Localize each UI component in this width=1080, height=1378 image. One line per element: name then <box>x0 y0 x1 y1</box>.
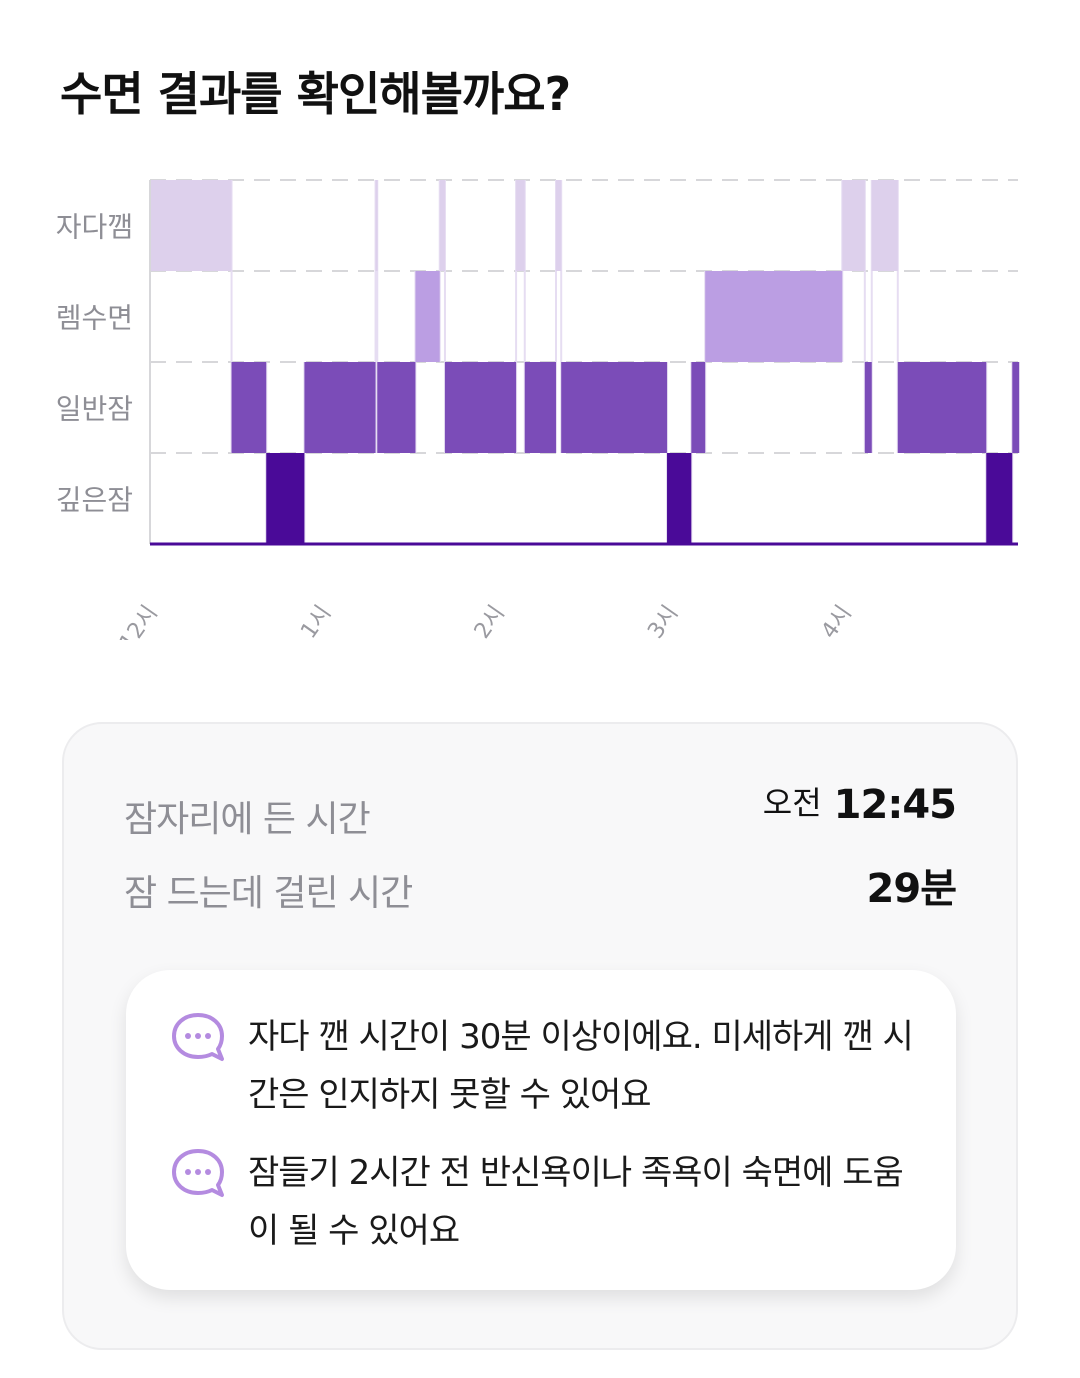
bedtime-value: 오전 12:45 <box>762 782 957 828</box>
stage-block <box>375 180 378 271</box>
tip-text: 잠들기 2시간 전 반신욕이나 족욕이 숙면에 도움이 될 수 있어요 <box>248 1153 904 1251</box>
stage-block <box>415 271 440 362</box>
bedtime-label: 잠자리에 든 시간 <box>124 799 371 840</box>
stage-block <box>897 362 987 453</box>
stage-block <box>439 180 445 271</box>
stage-block <box>561 362 668 453</box>
stage-block <box>266 453 305 544</box>
sleep-latency-value: 29분 <box>866 856 957 914</box>
x-tick-label: 3시 <box>643 601 683 640</box>
stage-block <box>871 180 898 271</box>
bedtime-prefix: 오전 <box>762 784 822 822</box>
stage-label: 렘수면 <box>56 302 133 335</box>
stage-block <box>304 362 376 453</box>
bedtime-row: 잠자리에 든 시간 오전 12:45 <box>124 782 957 842</box>
stage-label: 깊은잠 <box>56 484 133 517</box>
page-title: 수면 결과를 확인해볼까요? <box>60 67 571 121</box>
stage-block <box>705 271 843 362</box>
stage-block <box>842 180 865 271</box>
stage-block <box>516 180 525 271</box>
sleep-latency-row: 잠 드는데 걸린 시간 29분 <box>124 856 957 916</box>
stage-block <box>986 453 1013 544</box>
sleep-latency-label: 잠 드는데 걸린 시간 <box>124 873 413 914</box>
stage-block <box>1012 362 1020 453</box>
stage-block <box>864 362 872 453</box>
stage-block <box>377 362 416 453</box>
stage-block <box>691 362 706 453</box>
x-tick-label: 1시 <box>296 601 336 640</box>
chat-bubble-icon <box>172 1013 224 1061</box>
x-tick-label: 12시 <box>115 601 163 640</box>
tip-text: 자다 깬 시간이 30분 이상이에요. 미세하게 깬 시간은 인지하지 못할 수… <box>248 1017 914 1115</box>
stage-label: 일반잠 <box>56 393 133 426</box>
stage-block <box>231 362 267 453</box>
stage-label: 자다깸 <box>56 211 133 244</box>
sleep-latency-number: 29분 <box>866 866 957 912</box>
x-tick-label: 2시 <box>470 601 510 640</box>
stage-block <box>555 180 562 271</box>
tips-panel: 자다 깬 시간이 30분 이상이에요. 미세하게 깬 시간은 인지하지 못할 수… <box>126 970 956 1290</box>
x-tick-label: 4시 <box>817 601 857 640</box>
bedtime-time: 12:45 <box>833 782 957 828</box>
stage-block <box>150 180 232 271</box>
stage-block <box>444 362 517 453</box>
stage-block <box>524 362 556 453</box>
stage-block <box>667 453 692 544</box>
chat-bubble-icon <box>172 1149 224 1197</box>
sleep-summary-card: 잠자리에 든 시간 오전 12:45 잠 드는데 걸린 시간 29분 자다 깬 시… <box>62 722 1018 1350</box>
